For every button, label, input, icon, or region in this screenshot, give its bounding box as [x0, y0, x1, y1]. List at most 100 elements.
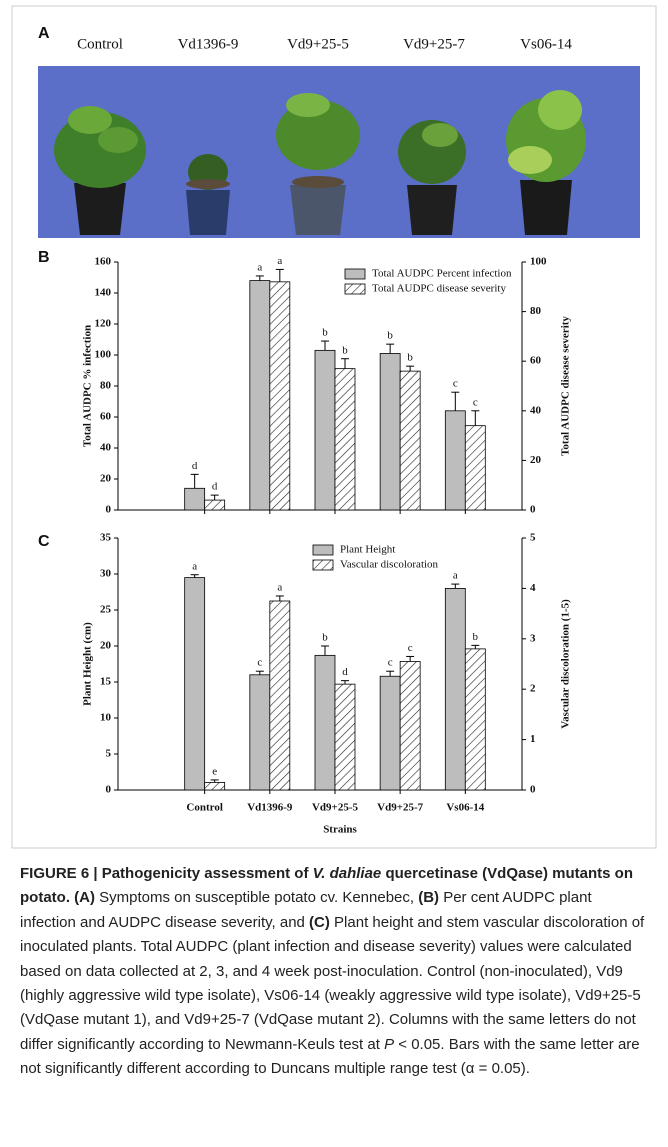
bar: [444, 588, 466, 791]
y-tick-label: 140: [95, 287, 112, 299]
y-tick-label: 15: [100, 676, 112, 688]
y-tick-label: 0: [106, 784, 112, 796]
photo-label: Vs06-14: [520, 36, 572, 52]
y2-tick-label: 60: [530, 355, 542, 367]
caption: FIGURE 6 | Pathogenicity assessment of V…: [20, 862, 650, 1082]
y2-tick-label: 40: [530, 404, 542, 416]
panel-label: C: [38, 533, 50, 550]
photo-label: Vd1396-9: [178, 36, 239, 52]
legend-label: Total AUDPC Percent infection: [372, 268, 512, 280]
legend-label: Total AUDPC disease severity: [372, 283, 506, 295]
significance-letter: b: [473, 631, 479, 643]
x-tick-label: Vd9+25-5: [312, 802, 358, 814]
bar: [184, 487, 206, 511]
x-tick-label: Vd9+25-7: [377, 802, 423, 814]
y-tick-label: 20: [100, 473, 112, 485]
caption-text: Plant height and stem vascular discolora…: [20, 913, 645, 1053]
caption-text: quercetinase (VdQase) mutants on potato.…: [20, 865, 634, 907]
significance-letter: e: [212, 765, 217, 777]
significance-letter: c: [388, 657, 393, 669]
y-tick-label: 120: [95, 318, 112, 330]
y-axis-label: Plant Height (cm): [82, 622, 94, 706]
caption-text: V. dahliae: [312, 865, 382, 882]
legend-swatch: [344, 283, 366, 295]
bar: [249, 674, 271, 791]
legend-swatch: [344, 268, 366, 280]
caption-text: < 0.05. Bars with the same letter are no…: [20, 1035, 640, 1078]
y2-tick-label: 1: [530, 733, 536, 745]
caption-text: (C): [309, 913, 330, 931]
y-tick-label: 60: [100, 411, 112, 423]
caption-text: P: [384, 1035, 395, 1053]
bar: [399, 661, 421, 791]
bar: [399, 370, 421, 511]
y-tick-label: 20: [100, 640, 112, 652]
bar: [464, 648, 486, 791]
y2-tick-label: 0: [530, 784, 536, 796]
y2-tick-label: 100: [530, 256, 547, 268]
photo-label: Vd9+25-5: [287, 36, 349, 52]
y-tick-label: 40: [100, 442, 112, 454]
significance-letter: a: [277, 255, 282, 267]
photo-label: Control: [77, 36, 123, 52]
legend-label: Vascular discoloration: [340, 559, 439, 571]
y2-axis-label: Vascular discoloration (1-5): [560, 599, 572, 729]
y-tick-label: 0: [106, 504, 112, 516]
significance-letter: c: [473, 396, 478, 408]
y2-axis-label: Total AUDPC disease severity: [560, 316, 572, 456]
x-tick-label: Vs06-14: [446, 802, 484, 814]
bar: [379, 675, 401, 791]
y2-tick-label: 5: [530, 532, 536, 544]
y-tick-label: 160: [95, 256, 112, 268]
bar: [249, 280, 271, 511]
bar: [184, 577, 206, 791]
significance-letter: b: [342, 344, 348, 356]
photo-label: Vd9+25-7: [403, 36, 465, 52]
significance-letter: a: [257, 261, 262, 273]
bar: [314, 349, 336, 511]
x-tick-label: Vd1396-9: [247, 802, 293, 814]
significance-letter: a: [192, 560, 197, 572]
significance-letter: b: [387, 330, 393, 342]
y-tick-label: 10: [100, 712, 112, 724]
significance-letter: a: [453, 570, 458, 582]
y2-tick-label: 20: [530, 454, 542, 466]
y-tick-label: 80: [100, 380, 112, 392]
significance-letter: d: [212, 481, 218, 493]
y-tick-label: 35: [100, 532, 112, 544]
bar: [464, 425, 486, 511]
caption-text: Per cent AUDPC plant infection and AUDPC…: [20, 889, 592, 931]
caption-text: FIGURE 6 | Pathogenicity assessment of: [20, 865, 313, 882]
figure: A B C Control Vd1396-9 Vd9+25-5 Vd9+25-7…: [11, 5, 657, 849]
x-tick-label: Control: [186, 802, 222, 814]
bar: [269, 600, 291, 791]
bar: [269, 281, 291, 511]
significance-letter: b: [322, 632, 328, 644]
figure-frame: [11, 5, 657, 849]
significance-letter: a: [277, 581, 282, 593]
significance-letter: b: [322, 327, 328, 339]
bar: [334, 683, 356, 791]
y2-tick-label: 80: [530, 305, 542, 317]
bar: [444, 410, 466, 511]
caption-text: (B): [418, 889, 440, 907]
bar: [204, 499, 226, 511]
legend-swatch: [312, 544, 334, 556]
y-tick-label: 25: [100, 604, 112, 616]
y2-tick-label: 0: [530, 504, 536, 516]
x-axis-label: Strains: [323, 824, 357, 836]
significance-letter: d: [342, 666, 348, 678]
legend-swatch: [312, 559, 334, 571]
y2-tick-label: 2: [530, 683, 536, 695]
significance-letter: b: [407, 352, 413, 364]
bar: [379, 353, 401, 511]
bar: [314, 654, 336, 791]
legend-label: Plant Height: [340, 544, 395, 556]
bar: [204, 782, 226, 791]
y-tick-label: 5: [106, 748, 112, 760]
y-tick-label: 30: [100, 568, 112, 580]
significance-letter: c: [408, 642, 413, 654]
panel-label: A: [38, 25, 50, 42]
significance-letter: c: [453, 378, 458, 390]
bar: [334, 368, 356, 511]
